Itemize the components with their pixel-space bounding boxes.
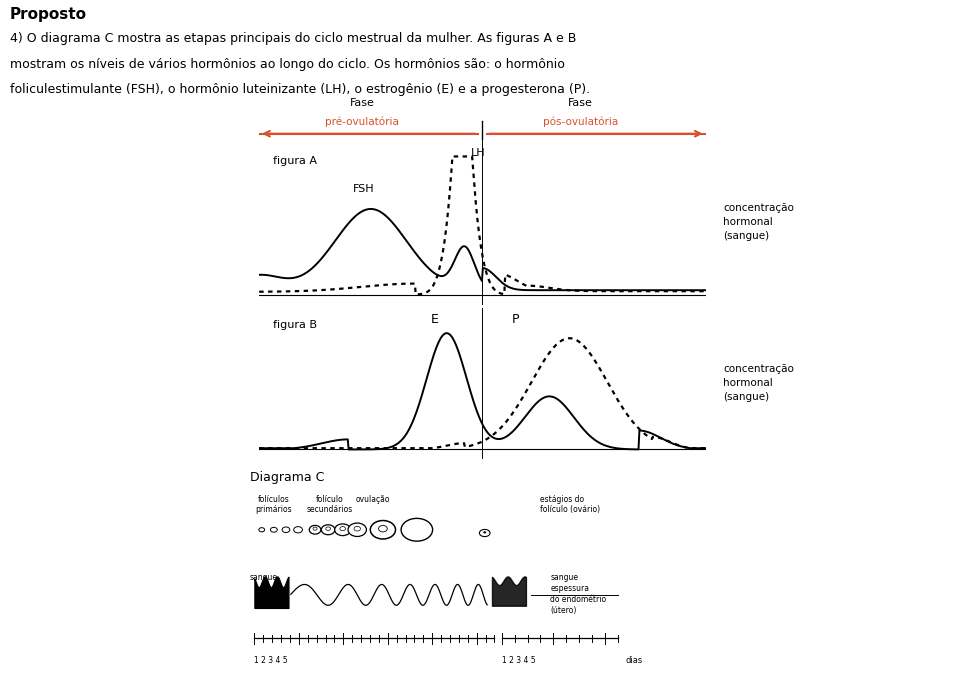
Text: Proposto: Proposto [10,7,86,22]
Ellipse shape [271,527,277,532]
Text: E: E [431,312,439,326]
Text: concentração
hormonal
(sangue): concentração hormonal (sangue) [724,364,794,402]
Ellipse shape [313,527,317,530]
Text: figura B: figura B [273,320,317,330]
Text: 4) O diagrama C mostra as etapas principais do ciclo mestrual da mulher. As figu: 4) O diagrama C mostra as etapas princip… [10,32,576,46]
Text: pré-ovulatória: pré-ovulatória [324,117,398,127]
Ellipse shape [371,521,396,539]
Text: foliculestimulante (FSH), o hormônio luteinizante (LH), o estrogênio (E) e a pro: foliculestimulante (FSH), o hormônio lut… [10,83,589,97]
Text: Diagrama C: Diagrama C [250,471,324,484]
Ellipse shape [259,528,265,532]
Text: folículo
secundários: folículo secundários [306,495,352,514]
Text: Fase: Fase [349,98,374,108]
Ellipse shape [282,527,290,533]
Text: estágios do
folículo (ovário): estágios do folículo (ovário) [540,495,601,514]
Text: FSH: FSH [353,184,374,195]
Text: concentração
hormonal
(sangue): concentração hormonal (sangue) [724,203,794,242]
Ellipse shape [322,525,335,535]
Ellipse shape [335,524,350,536]
Text: figura A: figura A [273,157,317,167]
Text: P: P [512,312,519,326]
Text: 1 2 3 4 5: 1 2 3 4 5 [254,656,288,664]
Ellipse shape [479,529,490,537]
Ellipse shape [340,526,346,531]
Ellipse shape [325,527,330,531]
Text: ovulação: ovulação [356,495,391,504]
Ellipse shape [354,526,360,531]
Text: mostram os níveis de vários hormônios ao longo do ciclo. Os hormônios são: o hor: mostram os níveis de vários hormônios ao… [10,58,564,71]
Text: dias: dias [625,656,642,664]
Text: sangue: sangue [250,573,277,582]
Ellipse shape [484,531,486,533]
Text: Fase: Fase [568,98,593,108]
Ellipse shape [348,523,367,536]
Text: folículos
primários: folículos primários [255,495,292,514]
Text: sangue
espessura
do endométrio
(útero): sangue espessura do endométrio (útero) [550,573,607,615]
Ellipse shape [401,519,433,541]
Text: LH: LH [471,148,486,158]
Text: pós-ovulatória: pós-ovulatória [543,117,618,127]
Text: 1 2 3 4 5: 1 2 3 4 5 [502,656,536,664]
Ellipse shape [309,526,321,534]
Ellipse shape [294,526,302,533]
Ellipse shape [378,526,387,532]
